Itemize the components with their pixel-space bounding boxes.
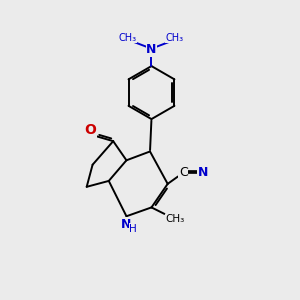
Text: C: C [179, 166, 188, 178]
Text: N: N [146, 44, 157, 56]
Text: O: O [84, 123, 96, 137]
Text: CH₃: CH₃ [166, 32, 184, 43]
Text: H: H [129, 224, 137, 234]
Text: N: N [121, 218, 131, 231]
Text: CH₃: CH₃ [165, 214, 185, 224]
Text: CH₃: CH₃ [119, 32, 137, 43]
Text: N: N [198, 166, 208, 178]
